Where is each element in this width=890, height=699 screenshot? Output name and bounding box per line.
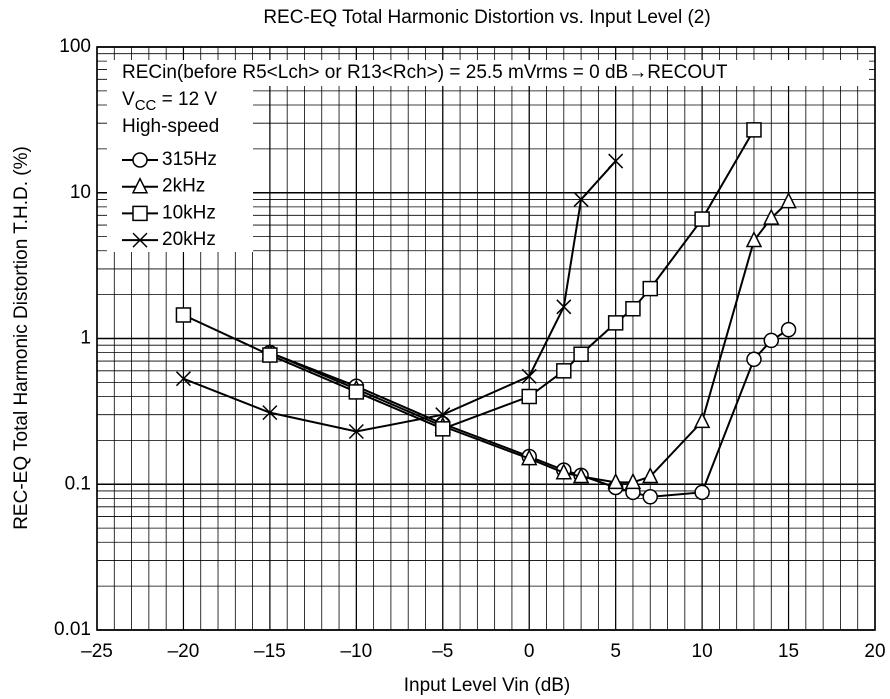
marker bbox=[175, 371, 191, 387]
marker bbox=[556, 299, 572, 315]
marker bbox=[572, 466, 590, 484]
marker bbox=[642, 280, 658, 297]
chart-title: REC-EQ Total Harmonic Distortion vs. Inp… bbox=[263, 7, 710, 28]
series-line bbox=[183, 160, 617, 433]
x-tick-label: –15 bbox=[254, 641, 286, 662]
x-tick-label: 0 bbox=[524, 641, 535, 662]
marker bbox=[132, 152, 148, 168]
x-tick-label: –10 bbox=[340, 641, 372, 662]
annotation-part: = 12 V bbox=[156, 89, 217, 110]
marker bbox=[175, 307, 192, 323]
marker bbox=[262, 405, 278, 421]
marker bbox=[435, 407, 451, 423]
legend-label: 315Hz bbox=[162, 149, 217, 170]
annotation-part: CC bbox=[135, 97, 157, 114]
y-tick-label: 1 bbox=[80, 328, 91, 349]
marker bbox=[624, 472, 642, 490]
marker bbox=[693, 411, 711, 429]
marker bbox=[435, 421, 451, 437]
x-axis-label: Input Level Vin (dB) bbox=[404, 675, 571, 696]
marker bbox=[607, 315, 624, 331]
annotation: VCC = 12 V bbox=[122, 89, 217, 114]
y-tick-label: 0.01 bbox=[54, 619, 91, 640]
legend-label: 10kHz bbox=[162, 202, 216, 223]
marker bbox=[694, 211, 710, 227]
marker bbox=[642, 489, 658, 505]
y-tick-label: 10 bbox=[70, 182, 91, 203]
annotation: High-speed bbox=[122, 116, 219, 137]
marker bbox=[556, 363, 572, 379]
series-line bbox=[183, 129, 755, 430]
marker bbox=[521, 448, 538, 466]
legend-label: 20kHz bbox=[162, 229, 216, 250]
marker bbox=[763, 332, 780, 349]
legend-box bbox=[107, 60, 253, 252]
x-tick-label: 15 bbox=[778, 641, 799, 662]
marker bbox=[555, 463, 573, 480]
marker bbox=[780, 191, 797, 209]
marker bbox=[521, 388, 537, 405]
marker bbox=[745, 230, 763, 248]
marker bbox=[694, 484, 710, 501]
y-tick-label: 0.1 bbox=[65, 473, 91, 494]
x-tick-label: –25 bbox=[81, 641, 113, 662]
marker bbox=[642, 466, 659, 484]
plot-frame bbox=[96, 46, 876, 631]
annotation: RECin(before R5<Lch> or R13<Rch>) = 25.5… bbox=[122, 62, 728, 83]
marker bbox=[625, 300, 641, 317]
marker bbox=[521, 368, 537, 384]
legend-label: 2kHz bbox=[162, 176, 205, 197]
marker bbox=[573, 346, 589, 362]
annotation-part: V bbox=[122, 89, 135, 110]
y-tick-label: 100 bbox=[59, 36, 91, 57]
marker bbox=[607, 472, 624, 490]
marker bbox=[262, 347, 278, 363]
marker bbox=[573, 191, 589, 207]
marker bbox=[746, 351, 762, 368]
marker bbox=[763, 208, 780, 225]
marker bbox=[608, 153, 624, 169]
x-tick-label: 5 bbox=[610, 641, 621, 662]
marker bbox=[131, 177, 149, 194]
x-tick-label: 10 bbox=[692, 641, 713, 662]
marker bbox=[132, 205, 148, 222]
x-tick-label: 20 bbox=[864, 641, 885, 662]
x-tick-label: –5 bbox=[432, 641, 453, 662]
marker bbox=[132, 232, 148, 248]
x-tick-label: –20 bbox=[168, 641, 200, 662]
marker bbox=[348, 423, 364, 440]
y-axis-label: REC-EQ Total Harmonic Distortion T.H.D. … bbox=[11, 146, 32, 530]
marker bbox=[746, 122, 762, 138]
marker bbox=[348, 384, 365, 400]
marker bbox=[780, 321, 797, 338]
